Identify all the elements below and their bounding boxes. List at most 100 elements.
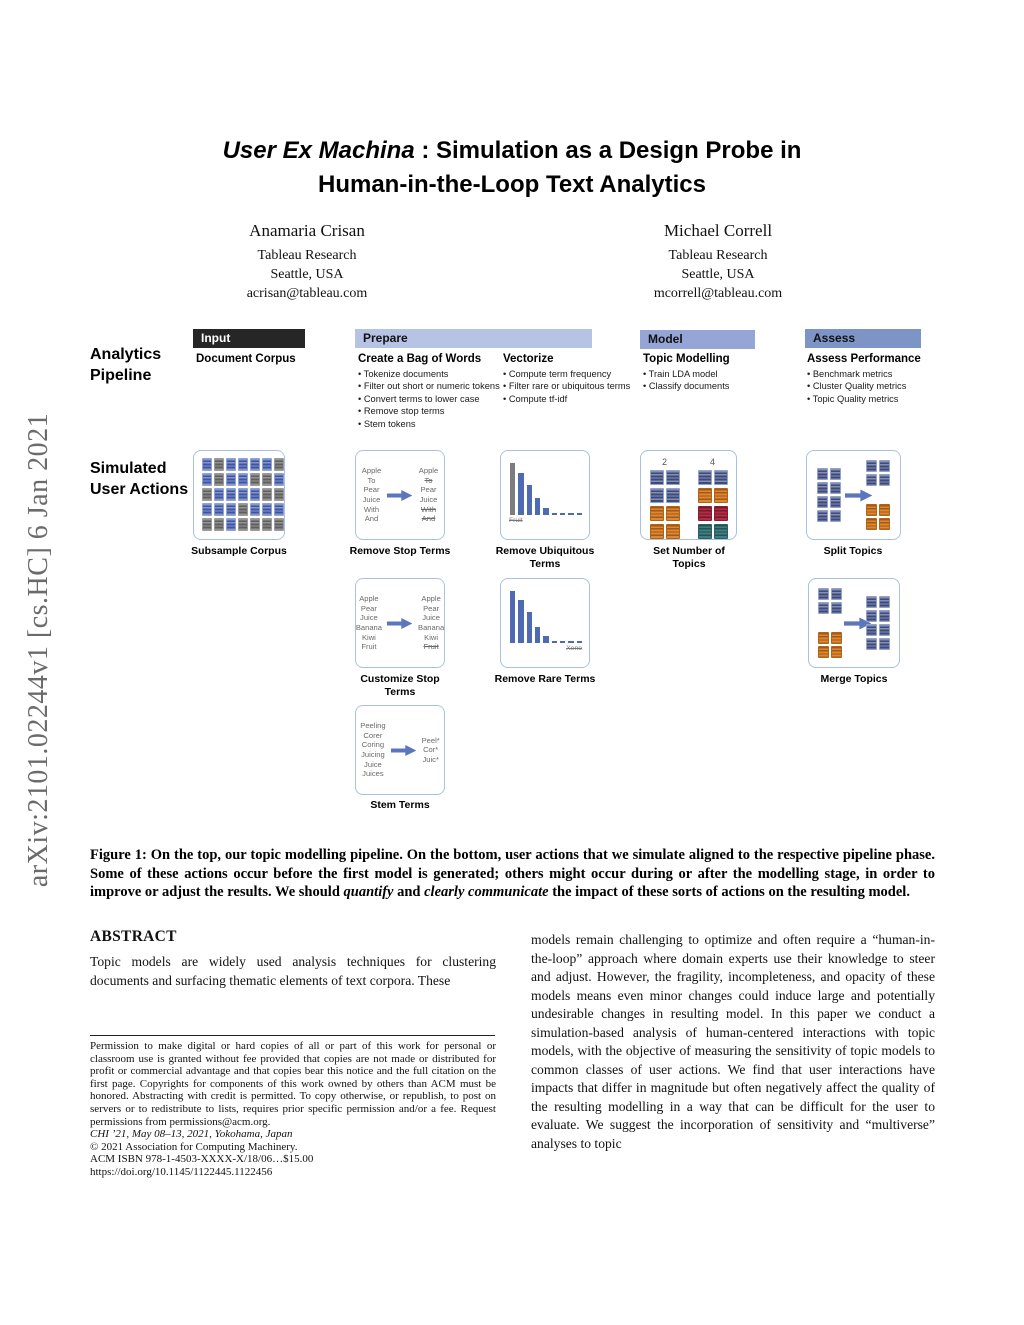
word: Juicing [361, 750, 385, 759]
caption-segment: Figure 1: On the top, our topic modellin… [90, 847, 935, 901]
document-icon [202, 473, 212, 486]
card-label-remove-ubiquitous-terms: Remove Ubiquitous Terms [495, 545, 595, 570]
word: Cor* [423, 745, 439, 755]
topic-count-label: 2 [661, 457, 667, 467]
dash [551, 512, 557, 515]
caption-segment: and [393, 884, 425, 901]
document-icon [830, 510, 841, 522]
arrow-icon [387, 617, 413, 629]
word: Apple [421, 594, 441, 604]
document-icon [866, 460, 877, 472]
bar [534, 627, 541, 643]
topic-row [697, 524, 728, 539]
source-topic-b [818, 632, 842, 658]
document-icon [274, 458, 284, 471]
title-line-2: Human-in-the-Loop Text Analytics [317, 171, 706, 198]
word: Apple [361, 466, 382, 476]
topic-column: 4 [697, 457, 728, 539]
bullet-item: Compute tf-idf [503, 393, 635, 405]
document-icon [697, 524, 712, 539]
group-bag-of-words: Create a Bag of Words Tokenize documents… [358, 353, 503, 430]
bar [534, 498, 541, 515]
document-icon [831, 646, 842, 658]
document-icon [214, 488, 224, 501]
bar-axis-label: Fruit [509, 517, 523, 524]
word: Pear [423, 603, 440, 613]
word: Pear [363, 485, 380, 495]
document-icon [665, 524, 680, 539]
card-label-split-topics: Split Topics [823, 545, 883, 557]
document-icon [866, 518, 877, 530]
bullet-item: Filter rare or ubiquitous terms [503, 380, 635, 392]
word: Juice [362, 495, 381, 504]
document-corpus-grid [194, 451, 284, 531]
topic-row [697, 488, 728, 503]
arrow-icon [387, 489, 413, 501]
dash [559, 512, 566, 515]
dash [568, 640, 574, 643]
document-icon [713, 506, 728, 521]
card-merge-topics [808, 578, 900, 668]
word: Banana [355, 623, 382, 632]
topic-row [649, 470, 680, 485]
copyright-line: © 2021 Association for Computing Machine… [90, 1140, 298, 1153]
document-icon [879, 504, 890, 516]
bars [510, 591, 582, 643]
document-icon [866, 504, 877, 516]
document-icon [697, 470, 712, 485]
author-block-2: Michael Correll Tableau Research Seattle… [576, 221, 860, 303]
card-label-customize-stop-terms: Customize Stop Terms [360, 673, 440, 698]
abstract-heading: ABSTRACT [90, 928, 177, 945]
words-before: Peeling Corer Coring Juicing Juice Juices [360, 721, 385, 779]
abstract-text: Topic models are widely used analysis te… [90, 954, 496, 988]
author-location: Seattle, USA [270, 267, 344, 282]
document-icon [817, 468, 828, 480]
bar [526, 612, 532, 643]
word: Peeling [360, 721, 386, 731]
bullet-item: Tokenize documents [358, 368, 503, 380]
document-icon [250, 488, 260, 501]
card-label-subsample-corpus: Subsample Corpus [191, 545, 287, 557]
paper-title: User Ex Machina : Simulation as a Design… [0, 134, 1024, 202]
word: Apple [418, 466, 439, 476]
document-icon [214, 458, 224, 471]
author-email: mcorrell@tableau.com [653, 286, 783, 301]
document-icon [202, 503, 212, 516]
word: Pear [420, 485, 437, 495]
doi-link[interactable]: https://doi.org/10.1145/1122445.1122456 [90, 1165, 273, 1178]
bullet-item: Benchmark metrics [807, 368, 935, 380]
document-icon [817, 510, 828, 522]
document-icon [879, 460, 890, 472]
document-icon [250, 473, 260, 486]
words-before: Apple To Pear Juice With And [361, 466, 382, 524]
document-icon [665, 470, 680, 485]
bar [518, 600, 524, 643]
document-icon [830, 468, 841, 480]
document-icon [713, 488, 728, 503]
document-icon [238, 458, 248, 471]
document-icon [818, 602, 829, 614]
document-icon [274, 488, 284, 501]
document-icon [879, 474, 890, 486]
word: Juic* [422, 754, 439, 764]
arrow-icon [845, 489, 873, 502]
bullet-item: Stem tokens [358, 418, 503, 430]
venue-line: CHI ’21, May 08–13, 2021, Yokohama, Japa… [90, 1128, 293, 1141]
source-topic [817, 468, 841, 522]
document-icon [202, 488, 212, 501]
word: Apple [359, 594, 379, 604]
bars [510, 463, 582, 515]
document-icon [831, 602, 842, 614]
word: Pear [360, 603, 377, 613]
stage-header-assess: Assess [805, 329, 921, 348]
card-label-stem-terms: Stem Terms [370, 799, 430, 811]
document-icon [274, 473, 284, 486]
document-icon [238, 503, 248, 516]
document-icon [238, 473, 248, 486]
title-line-1: User Ex Machina : Simulation as a Design… [0, 134, 1024, 168]
document-icon [226, 488, 236, 501]
word: Corer [363, 730, 383, 740]
document-icon [238, 488, 248, 501]
abstract-text-continued: models remain challenging to optimize an… [531, 932, 935, 1151]
